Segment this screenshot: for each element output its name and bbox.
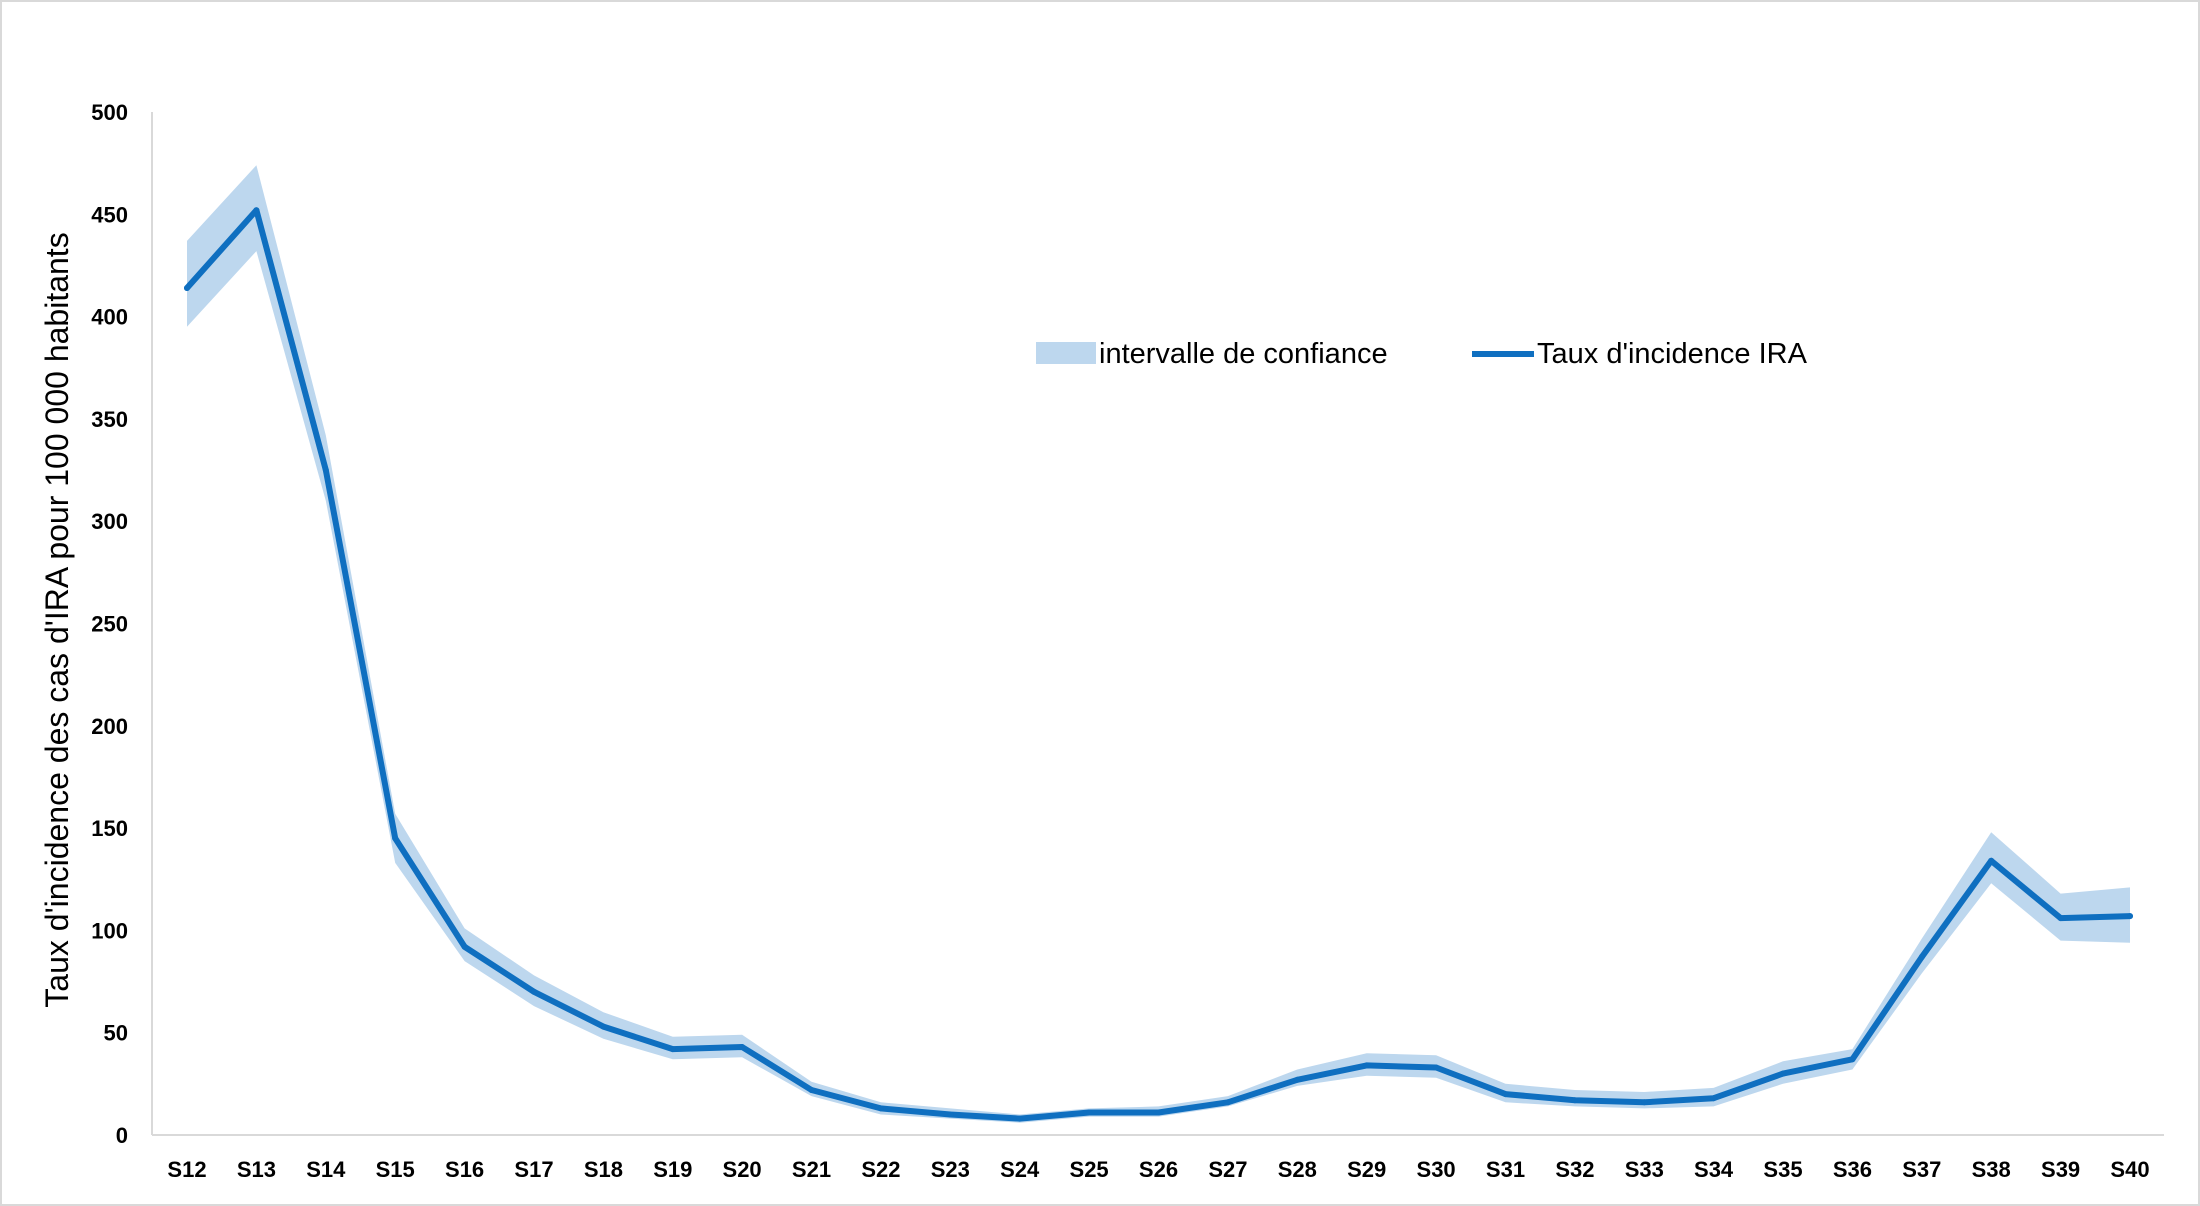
x-tick-label: S12 — [167, 1157, 206, 1182]
x-tick-label: S37 — [1902, 1157, 1941, 1182]
legend-label-confidence-interval: intervalle de confiance — [1099, 338, 1388, 370]
data-point-s13 — [253, 207, 260, 214]
y-tick-label: 200 — [91, 714, 128, 739]
axes — [151, 112, 2164, 1136]
legend-label-incidence-line: Taux d'incidence IRA — [1537, 338, 1808, 370]
x-tick-label: S34 — [1694, 1157, 1734, 1182]
x-tick-labels: S12 S13 S14 S15 S16 S17 S18 S19 S20 S21 S22 S23 S24 S… — [167, 1157, 2149, 1182]
x-tick-label: S21 — [792, 1157, 831, 1182]
x-tick-label: S16 — [445, 1157, 484, 1182]
data-point-s20 — [739, 1044, 746, 1050]
data-point-s24 — [1016, 1115, 1023, 1122]
legend: intervalle de confiance Taux d'incidence… — [1036, 338, 1808, 370]
x-tick-label: S36 — [1833, 1157, 1872, 1182]
x-tick-label: S33 — [1625, 1157, 1664, 1182]
data-point-s25 — [1086, 1109, 1093, 1116]
data-point-s31 — [1502, 1091, 1509, 1098]
y-tick-label: 500 — [91, 100, 128, 125]
y-tick-label: 0 — [116, 1123, 128, 1148]
x-tick-label: S30 — [1417, 1157, 1456, 1182]
data-point-s12 — [184, 285, 190, 291]
x-tick-label: S38 — [1972, 1157, 2011, 1182]
y-tick-label: 300 — [91, 509, 128, 534]
data-point-s21 — [808, 1087, 815, 1093]
y-tick-label: 250 — [91, 612, 128, 637]
x-tick-label: S27 — [1208, 1157, 1247, 1182]
data-point-s19 — [669, 1046, 676, 1053]
data-point-s15 — [392, 835, 399, 842]
y-tick-labels: 0 50 100 150 200 250 300 350 400 450 500 — [91, 100, 128, 1148]
x-tick-label: S24 — [1000, 1157, 1040, 1182]
y-tick-label: 150 — [91, 816, 128, 841]
data-point-s27 — [1224, 1099, 1231, 1106]
x-tick-label: S40 — [2110, 1157, 2149, 1182]
data-point-s34 — [1710, 1095, 1717, 1102]
data-point-s23 — [947, 1111, 954, 1118]
x-tick-label: S14 — [306, 1157, 346, 1182]
x-tick-label: S29 — [1347, 1157, 1386, 1182]
data-point-s29 — [1363, 1062, 1370, 1069]
x-tick-label: S32 — [1555, 1157, 1594, 1182]
x-tick-label: S15 — [376, 1157, 415, 1182]
data-point-s38 — [1988, 857, 1995, 864]
series-line-layer — [184, 207, 2133, 1122]
x-tick-label: S31 — [1486, 1157, 1525, 1182]
confidence-band-layer — [187, 165, 2130, 1123]
x-tick-label: S22 — [861, 1157, 900, 1182]
data-point-s39 — [2057, 915, 2064, 922]
data-point-s26 — [1155, 1109, 1162, 1116]
confidence-interval-band — [187, 165, 2130, 1123]
y-tick-label: 350 — [91, 407, 128, 432]
data-point-s22 — [877, 1105, 884, 1112]
data-point-s17 — [531, 988, 537, 995]
data-point-s18 — [600, 1023, 607, 1030]
legend-swatch-confidence-interval — [1036, 342, 1096, 364]
data-point-s36 — [1849, 1056, 1856, 1063]
data-point-s33 — [1641, 1099, 1648, 1106]
x-tick-label: S19 — [653, 1157, 692, 1182]
data-point-s40 — [2127, 913, 2133, 920]
y-tick-label: 50 — [104, 1021, 128, 1046]
x-tick-label: S35 — [1763, 1157, 1802, 1182]
y-tick-label: 100 — [91, 918, 128, 943]
x-tick-label: S18 — [584, 1157, 623, 1182]
x-tick-label: S39 — [2041, 1157, 2080, 1182]
x-tick-label: S25 — [1070, 1157, 1109, 1182]
y-tick-label: 400 — [91, 305, 128, 330]
data-point-s16 — [461, 943, 468, 950]
data-point-s28 — [1294, 1076, 1301, 1083]
x-tick-label: S17 — [514, 1157, 553, 1182]
data-point-s14 — [322, 467, 329, 473]
data-point-s32 — [1571, 1097, 1578, 1104]
x-tick-label: S20 — [723, 1157, 762, 1182]
data-point-s37 — [1918, 954, 1925, 960]
data-point-s35 — [1780, 1070, 1786, 1077]
data-point-s30 — [1433, 1064, 1440, 1071]
x-tick-label: S28 — [1278, 1157, 1317, 1182]
x-tick-label: S23 — [931, 1157, 970, 1182]
x-tick-label: S26 — [1139, 1157, 1178, 1182]
y-axis-label: Taux d'incidence des cas d'IRA pour 100 … — [39, 232, 75, 1007]
y-tick-label: 450 — [91, 202, 128, 227]
x-tick-label: S13 — [237, 1157, 276, 1182]
